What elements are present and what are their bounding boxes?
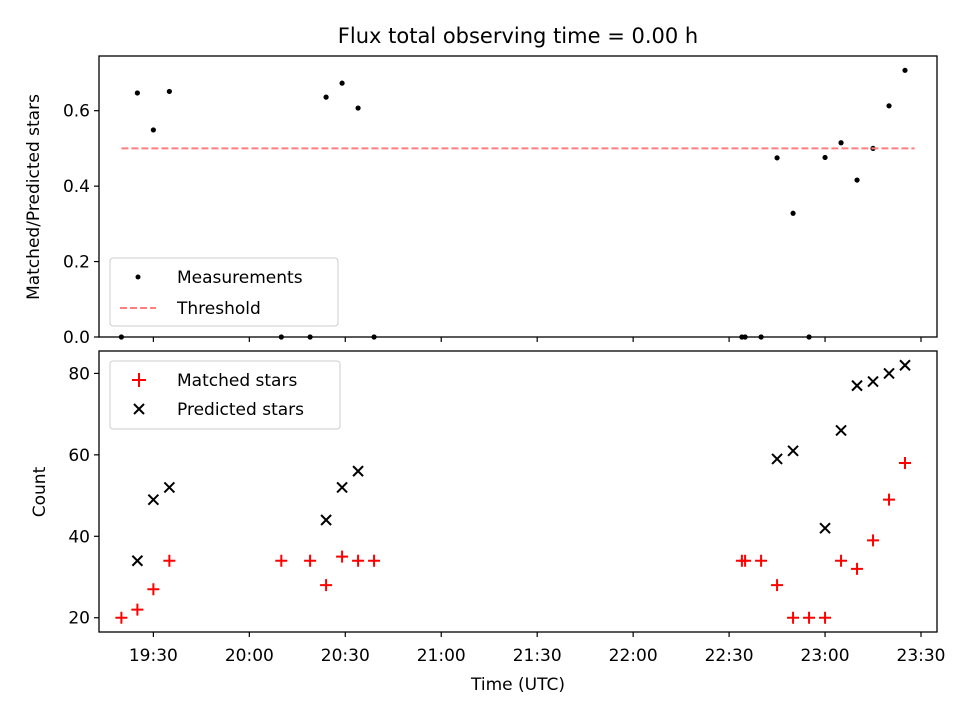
- matched-stars-point: [131, 603, 144, 616]
- predicted-stars-point: [147, 493, 160, 506]
- measurements-point: [790, 210, 796, 216]
- legend-plus-marker: [132, 373, 146, 387]
- matched-stars-point: [163, 554, 176, 567]
- matched-stars-point: [867, 534, 880, 547]
- y-tick-label: 60: [68, 446, 90, 466]
- measurements-point: [150, 127, 156, 133]
- matched-stars-point: [320, 579, 333, 592]
- measurements-point: [838, 140, 844, 146]
- predicted-stars-point: [352, 465, 364, 477]
- y-tick-label: 80: [68, 364, 90, 384]
- matched-stars-point: [819, 611, 832, 624]
- ratio-y-ticks: 0.0 0.2 0.4 0.6: [63, 102, 99, 348]
- y-tick-label: 0.0: [63, 328, 90, 348]
- x-tick-label: 22:00: [609, 646, 658, 666]
- count-plot-frame: [98, 350, 938, 633]
- predicted-stars-point: [851, 379, 863, 392]
- y-axis-label-ratio: Matched/Predicted stars: [24, 94, 44, 300]
- measurements-point: [166, 88, 172, 95]
- legend-label-matched: Matched stars: [177, 371, 297, 391]
- measurements-point: [134, 90, 140, 96]
- count-legend: Matched stars Predicted stars: [109, 360, 341, 430]
- y-axis-label-count: Count: [30, 466, 50, 517]
- predicted-stars-point: [771, 453, 783, 465]
- x-tick-label: 21:30: [513, 646, 562, 666]
- x-tick-label: 19:30: [129, 646, 178, 666]
- measurements-point: [854, 177, 860, 183]
- chart-title: Flux total observing time = 0.00 h: [338, 24, 698, 48]
- ratio-legend-box: [109, 257, 339, 327]
- measurements-point: [886, 103, 892, 109]
- predicted-stars-point: [883, 367, 895, 380]
- matched-stars-point: [787, 611, 800, 624]
- count-marks: [115, 359, 912, 624]
- legend-label-predicted: Predicted stars: [177, 400, 304, 420]
- matched-stars-point: [755, 554, 768, 567]
- ratio-panel: Flux total observing time = 0.00 h Match…: [24, 24, 938, 348]
- predicted-stars-point: [899, 359, 911, 371]
- matched-stars-point: [899, 456, 912, 469]
- x-tick-label: 20:00: [225, 646, 274, 666]
- measurements-point: [822, 154, 828, 161]
- count-legend-box: [109, 360, 341, 430]
- matched-stars-point: [883, 493, 896, 506]
- x-axis-label: Time (UTC): [470, 675, 565, 695]
- y-tick-label: 0.6: [63, 102, 90, 122]
- matched-stars-point: [739, 554, 752, 567]
- predicted-stars-point: [336, 481, 348, 494]
- matched-stars-point: [851, 562, 864, 575]
- measurements-point: [339, 80, 345, 86]
- matched-stars-point: [771, 579, 784, 592]
- matched-stars-point: [115, 611, 128, 624]
- predicted-stars-point: [867, 375, 879, 388]
- ratio-x-ticks: [152, 337, 922, 342]
- measurements-point: [902, 67, 908, 73]
- matched-stars-point: [275, 554, 288, 567]
- matched-stars-point: [368, 554, 381, 567]
- x-tick-label: 21:00: [417, 646, 466, 666]
- matched-stars-point: [147, 583, 160, 596]
- y-tick-label: 40: [68, 527, 90, 547]
- y-tick-label: 20: [68, 609, 90, 629]
- x-tick-label: 22:30: [705, 646, 754, 666]
- count-x-ticks: 19:30 20:00 20:30 21:00 21:30 22:00 22:30 23:00…: [129, 632, 946, 666]
- y-tick-label: 0.2: [63, 253, 90, 273]
- count-y-ticks: 20 40 60 80: [68, 364, 99, 629]
- predicted-stars-point: [787, 445, 799, 457]
- matched-stars-point: [304, 554, 317, 567]
- legend-label-measurements: Measurements: [177, 268, 303, 288]
- y-tick-label: 0.4: [63, 177, 90, 197]
- predicted-stars-point: [320, 514, 332, 526]
- matched-stars-point: [803, 611, 816, 624]
- x-tick-label: 20:30: [321, 646, 370, 666]
- predicted-stars-point: [819, 522, 831, 534]
- predicted-stars-point: [131, 555, 144, 567]
- legend-label-threshold: Threshold: [176, 299, 261, 319]
- measurements-point: [355, 105, 361, 111]
- legend-x-marker: [133, 403, 145, 415]
- matched-stars-point: [336, 550, 349, 563]
- matched-stars-point: [835, 554, 848, 567]
- x-tick-label: 23:30: [897, 646, 946, 666]
- ratio-legend: Measurements Threshold: [109, 257, 339, 327]
- count-panel: Count Time (UTC) 20 40 60 80 19:30 20:00 20:3…: [30, 350, 946, 695]
- legend-dot-marker: [135, 274, 141, 280]
- x-tick-label: 23:00: [801, 646, 850, 666]
- ratio-marks: [118, 67, 915, 340]
- matched-stars-point: [352, 554, 365, 567]
- predicted-stars-point: [163, 481, 176, 494]
- measurements-point: [774, 155, 780, 161]
- predicted-stars-point: [835, 424, 847, 437]
- measurements-point: [323, 94, 329, 100]
- ratio-plot-frame: [98, 55, 938, 338]
